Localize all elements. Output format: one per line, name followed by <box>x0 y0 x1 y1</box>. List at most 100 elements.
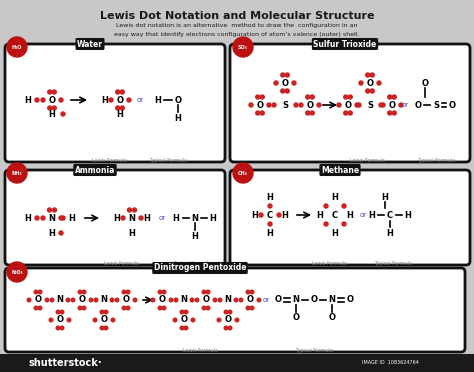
Text: Typical Formula: Typical Formula <box>173 261 211 266</box>
Text: H: H <box>331 228 338 237</box>
Text: O: O <box>158 295 165 305</box>
Text: O: O <box>122 295 129 305</box>
Circle shape <box>218 298 222 302</box>
Circle shape <box>206 290 210 294</box>
Text: Lewis Dot Notation and Molecular Structure: Lewis Dot Notation and Molecular Structu… <box>100 11 374 21</box>
Text: H: H <box>252 211 258 219</box>
Circle shape <box>133 208 137 212</box>
Circle shape <box>324 204 328 208</box>
FancyBboxPatch shape <box>5 170 225 265</box>
Circle shape <box>41 216 45 220</box>
Circle shape <box>370 89 374 93</box>
Text: O: O <box>448 100 456 109</box>
Circle shape <box>174 298 178 302</box>
Text: H: H <box>48 109 55 119</box>
Text: O: O <box>202 295 210 305</box>
Circle shape <box>213 298 217 302</box>
Text: Ammonia: Ammonia <box>75 166 115 174</box>
Circle shape <box>52 106 56 110</box>
Circle shape <box>60 310 64 314</box>
Circle shape <box>392 95 396 99</box>
Circle shape <box>246 306 250 310</box>
Circle shape <box>233 163 253 183</box>
Text: N: N <box>100 295 108 305</box>
Circle shape <box>47 208 52 212</box>
Text: H: H <box>210 214 217 222</box>
Circle shape <box>48 90 52 94</box>
Text: N: N <box>328 295 336 305</box>
Circle shape <box>128 208 131 212</box>
Circle shape <box>355 103 359 107</box>
Circle shape <box>27 298 31 302</box>
Text: O: O <box>345 100 352 109</box>
Circle shape <box>250 290 254 294</box>
Circle shape <box>370 73 374 77</box>
Circle shape <box>348 111 352 115</box>
Circle shape <box>306 95 310 99</box>
Text: easy way that identify electrons configuration of atom’s valence (outer) shell.: easy way that identify electrons configu… <box>114 32 360 37</box>
Circle shape <box>93 318 97 322</box>
Circle shape <box>249 103 253 107</box>
Circle shape <box>7 262 27 282</box>
Circle shape <box>195 298 199 302</box>
Circle shape <box>180 326 184 330</box>
Circle shape <box>256 111 260 115</box>
Circle shape <box>392 111 396 115</box>
Circle shape <box>259 213 263 217</box>
Circle shape <box>71 298 75 302</box>
Circle shape <box>184 326 188 330</box>
Circle shape <box>100 310 104 314</box>
FancyBboxPatch shape <box>0 354 474 372</box>
Circle shape <box>359 81 363 85</box>
Text: H: H <box>144 214 150 222</box>
Text: Typical Formula: Typical Formula <box>295 348 333 353</box>
Text: Water: Water <box>77 39 103 48</box>
Text: N₂O₅: N₂O₅ <box>11 269 23 275</box>
Text: H: H <box>128 228 136 237</box>
Circle shape <box>268 222 272 226</box>
Circle shape <box>260 111 264 115</box>
Text: H: H <box>173 214 180 222</box>
Circle shape <box>190 298 194 302</box>
Circle shape <box>285 73 289 77</box>
Circle shape <box>61 216 65 220</box>
Text: H: H <box>405 211 411 219</box>
Circle shape <box>228 310 232 314</box>
Circle shape <box>381 103 385 107</box>
Text: Typical Formula: Typical Formula <box>149 158 187 163</box>
Text: Sulfur Trioxide: Sulfur Trioxide <box>313 39 377 48</box>
Circle shape <box>100 326 104 330</box>
Circle shape <box>48 106 52 110</box>
Text: C: C <box>267 211 273 219</box>
Circle shape <box>235 318 239 322</box>
Circle shape <box>337 103 341 107</box>
Circle shape <box>66 298 70 302</box>
Circle shape <box>121 216 125 220</box>
Text: N: N <box>191 214 199 222</box>
Circle shape <box>399 103 403 107</box>
Text: H: H <box>369 211 375 219</box>
Text: H: H <box>117 109 123 119</box>
Circle shape <box>206 306 210 310</box>
Circle shape <box>59 216 63 220</box>
Circle shape <box>310 95 314 99</box>
Text: H: H <box>155 96 162 105</box>
Circle shape <box>228 326 232 330</box>
Circle shape <box>277 213 281 217</box>
Text: O: O <box>292 314 300 323</box>
Circle shape <box>281 89 285 93</box>
Text: O: O <box>100 315 108 324</box>
Text: H: H <box>25 214 31 222</box>
Circle shape <box>342 222 346 226</box>
Text: H: H <box>317 211 323 219</box>
Text: CH₄: CH₄ <box>238 170 248 176</box>
Circle shape <box>281 73 285 77</box>
Text: O: O <box>256 100 264 109</box>
Circle shape <box>310 111 314 115</box>
Text: N: N <box>181 295 188 305</box>
Text: O: O <box>389 100 395 109</box>
Circle shape <box>94 298 98 302</box>
Circle shape <box>126 306 130 310</box>
Circle shape <box>61 112 65 116</box>
Circle shape <box>120 106 124 110</box>
